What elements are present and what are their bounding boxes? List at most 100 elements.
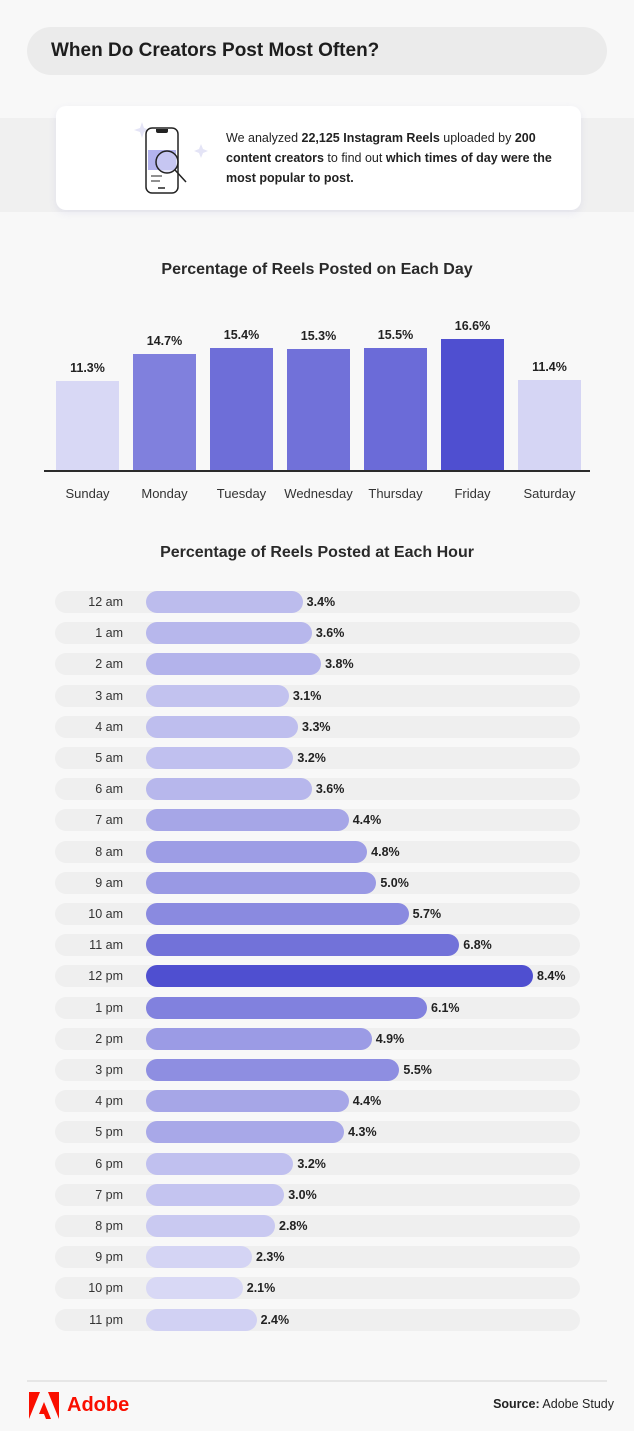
- hour-bar: [146, 809, 349, 832]
- day-label: Friday: [454, 486, 491, 501]
- day-value-label: 15.4%: [223, 328, 260, 343]
- day-label: Thursday: [368, 486, 423, 501]
- hour-value-label: 3.3%: [302, 719, 331, 734]
- hour-bar: [146, 1246, 252, 1269]
- hour-label: 9 am: [95, 875, 123, 890]
- day-value-label: 14.7%: [146, 333, 183, 348]
- intro-text-part: which times of day were the most popular…: [226, 151, 552, 185]
- intro-text: We analyzed 22,125 Instagram Reels uploa…: [226, 128, 556, 188]
- hour-label: 6 pm: [95, 1156, 123, 1171]
- x-axis-line: [44, 470, 590, 472]
- hour-label: 4 am: [95, 719, 123, 734]
- hour-value-label: 2.1%: [246, 1281, 276, 1296]
- intro-card: We analyzed 22,125 Instagram Reels uploa…: [56, 106, 581, 210]
- day-label: Saturday: [523, 486, 576, 501]
- adobe-logo-icon: [29, 1392, 59, 1419]
- source-value: Adobe Study: [542, 1397, 614, 1411]
- hour-bar: [146, 1152, 294, 1175]
- hour-bar: [146, 1215, 275, 1237]
- hour-label: 10 pm: [88, 1281, 123, 1296]
- phone-magnifier-icon: [134, 122, 208, 194]
- hour-value-label: 4.9%: [375, 1031, 405, 1046]
- day-chart-title: Percentage of Reels Posted on Each Day: [161, 261, 473, 278]
- intro-text-part: 22,125 Instagram Reels: [301, 131, 440, 145]
- hour-bar: [146, 1059, 400, 1081]
- hour-bar: [146, 996, 428, 1019]
- intro-text-part: uploaded by: [439, 131, 515, 145]
- hour-value-label: 3.4%: [306, 595, 336, 609]
- hour-value-label: 3.2%: [297, 751, 326, 765]
- hour-label: 2 pm: [95, 1031, 123, 1046]
- hour-bar: [146, 1308, 257, 1331]
- day-value-label: 11.3%: [70, 360, 105, 375]
- hour-label: 11 pm: [89, 1312, 123, 1327]
- day-value-label: 15.5%: [377, 327, 414, 342]
- hour-bar: [146, 747, 294, 769]
- day-label: Tuesday: [216, 486, 267, 501]
- hour-value-label: 3.6%: [315, 782, 345, 797]
- hour-value-label: 5.7%: [412, 907, 442, 921]
- hour-value-label: 4.8%: [371, 844, 400, 859]
- hour-label: 11 am: [89, 938, 123, 953]
- hour-label: 4 pm: [95, 1094, 123, 1109]
- hour-label: 10 am: [88, 907, 123, 921]
- day-bar: [210, 348, 273, 470]
- hour-bar: [146, 715, 299, 738]
- hour-value-label: 4.4%: [352, 813, 382, 828]
- day-bar: [56, 380, 119, 470]
- hour-label: 2 am: [95, 657, 123, 672]
- hour-value-label: 3.2%: [297, 1156, 326, 1171]
- hour-row-track: [55, 1183, 580, 1206]
- hour-label: 6 am: [95, 782, 123, 797]
- hour-value-label: 4.3%: [348, 1125, 377, 1140]
- day-bar: [287, 349, 350, 470]
- hour-bar: [146, 1277, 243, 1300]
- adobe-logo: Adobe: [29, 1392, 129, 1419]
- day-label: Monday: [141, 486, 188, 501]
- intro-text-part: to find out: [323, 151, 386, 165]
- hour-bar: [146, 871, 377, 894]
- hour-row-track: [55, 1246, 580, 1269]
- hour-value-label: 5.5%: [403, 1063, 432, 1077]
- hour-bar: [146, 591, 303, 613]
- day-value-label: 16.6%: [454, 319, 491, 333]
- hour-bar: [146, 1183, 285, 1206]
- hour-label: 1 pm: [95, 1000, 123, 1015]
- hour-label: 8 am: [95, 844, 123, 859]
- hour-label: 8 pm: [95, 1219, 123, 1233]
- day-value-label: 15.3%: [300, 329, 337, 344]
- hour-row-track: [55, 1308, 580, 1331]
- hour-bar: [146, 1121, 345, 1144]
- hour-label: 5 am: [95, 751, 123, 765]
- hour-bar: [146, 934, 460, 957]
- day-label: Wednesday: [284, 486, 353, 501]
- hour-bar: [146, 840, 368, 863]
- hour-label: 12 am: [88, 595, 123, 609]
- hour-value-label: 5.0%: [380, 875, 409, 890]
- hour-label: 5 pm: [95, 1125, 123, 1140]
- day-bar: [364, 347, 427, 470]
- title-text: When Do Creators Post Most Often?: [51, 40, 380, 61]
- hour-label: 12 pm: [88, 969, 123, 984]
- hour-value-label: 2.4%: [260, 1312, 290, 1327]
- hour-row-track: [55, 1215, 580, 1237]
- hour-label: 3 am: [95, 688, 123, 703]
- hour-label: 7 pm: [95, 1187, 123, 1202]
- day-bar: [133, 353, 196, 470]
- hour-bar: [146, 684, 289, 707]
- hour-chart-title: Percentage of Reels Posted at Each Hour: [160, 544, 474, 561]
- hour-bar: [146, 1090, 349, 1113]
- source-label: Source:: [493, 1397, 540, 1411]
- hour-bar: [146, 1027, 372, 1050]
- hour-value-label: 6.8%: [463, 938, 492, 953]
- hour-value-label: 2.3%: [255, 1250, 285, 1265]
- hour-row-track: [55, 1277, 580, 1300]
- divider: [27, 1380, 607, 1382]
- hour-bar: [146, 903, 409, 925]
- hour-value-label: 3.0%: [288, 1187, 317, 1202]
- hour-bar: [146, 965, 533, 988]
- hour-bar: [146, 622, 312, 645]
- day-bar: [441, 339, 504, 470]
- hour-value-label: 3.6%: [315, 626, 345, 641]
- hour-label: 1 am: [95, 626, 123, 641]
